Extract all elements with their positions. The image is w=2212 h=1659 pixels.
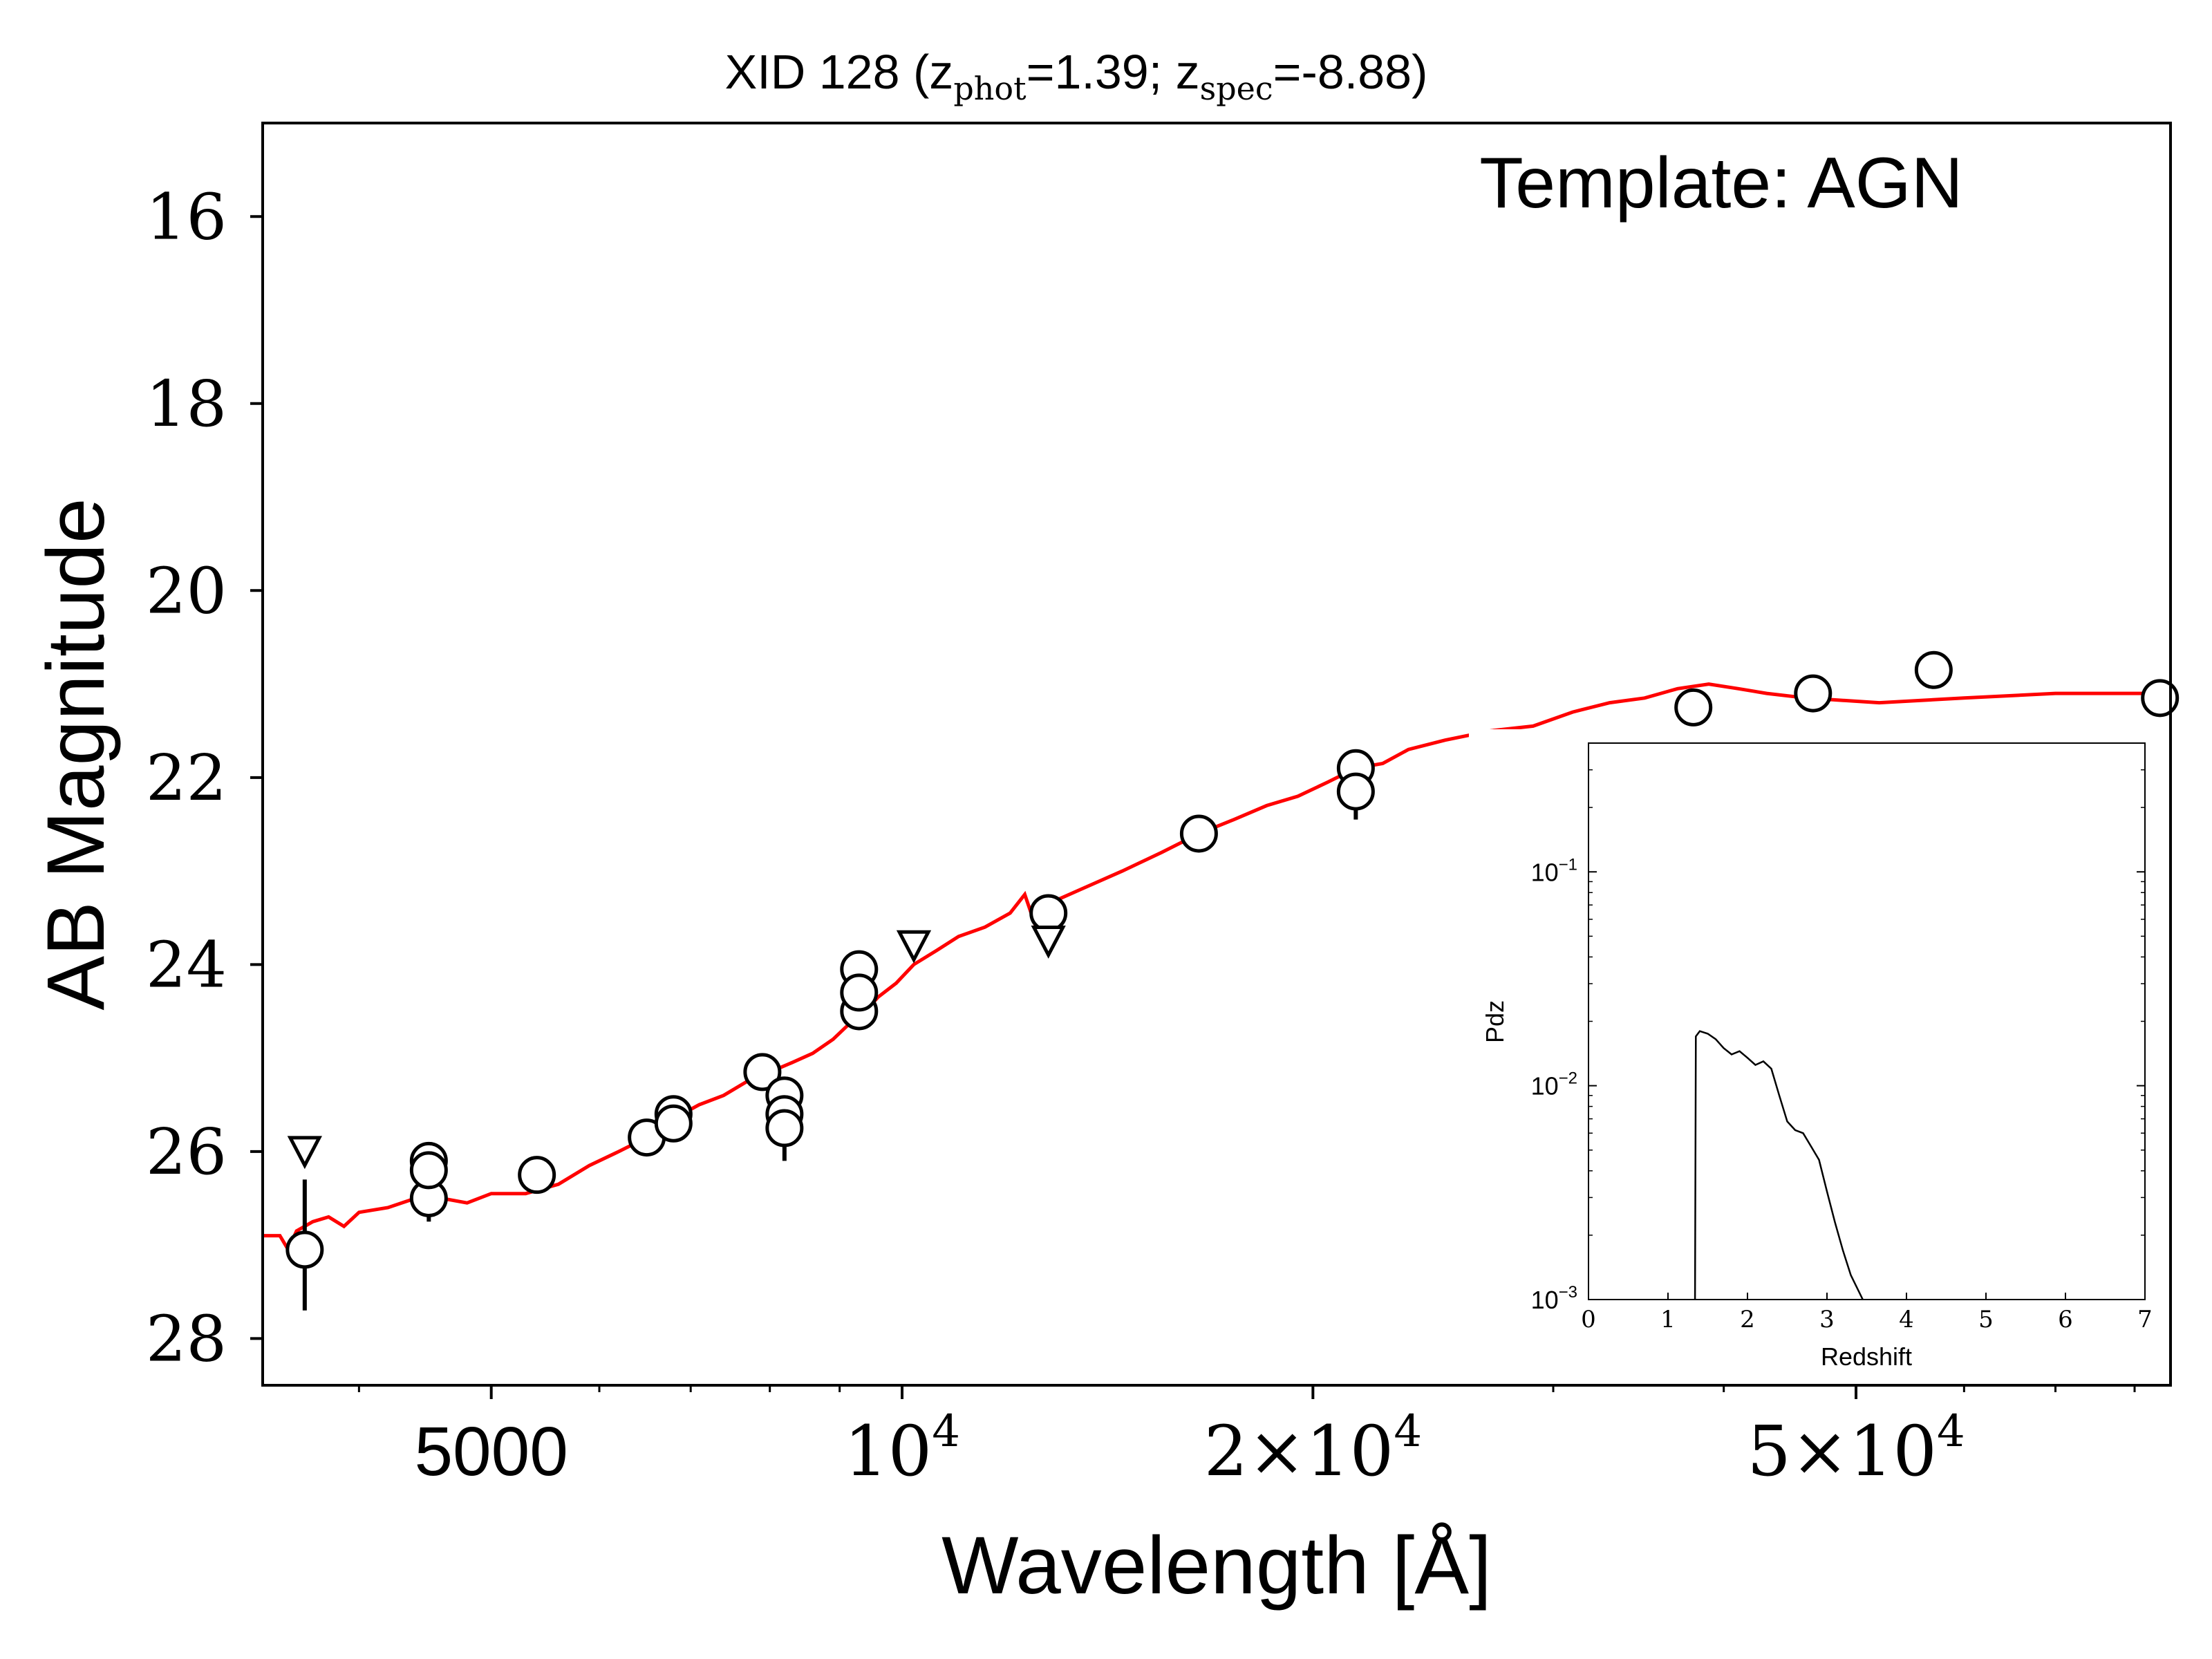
photometry-point [2141, 679, 2180, 718]
inset-x-tick-label: 0 [1581, 1306, 1596, 1333]
photometry-point [654, 1104, 693, 1143]
inset-y-tick-label: 10−3 [1531, 1283, 1577, 1314]
inset-y-tick-label: 10−2 [1531, 1069, 1577, 1100]
template-annotation: Template: AGN [1479, 143, 1962, 223]
upper-limit-marker [1031, 926, 1066, 959]
photometry-point [1914, 650, 1953, 689]
y-tick-label: 20 [146, 554, 227, 628]
x-tick-label: 5×104 [1747, 1406, 1965, 1492]
inset-y-axis-label: Pdz [1481, 1000, 1509, 1043]
inset-x-tick-label: 1 [1660, 1306, 1676, 1333]
y-tick-label: 28 [146, 1302, 227, 1376]
photometry-point [409, 1151, 448, 1190]
photometry-point [1674, 688, 1713, 727]
pdz-curve [1694, 1030, 1864, 1300]
upper-limit-marker [896, 930, 932, 964]
inset-x-tick-label: 2 [1740, 1306, 1755, 1333]
y-tick-label: 18 [146, 367, 227, 441]
photometry-point [1179, 814, 1218, 853]
inset-x-tick-label: 7 [2137, 1306, 2153, 1333]
photometry-point [1029, 894, 1068, 932]
inset-x-tick-label: 3 [1819, 1306, 1835, 1333]
photometry-point [518, 1156, 556, 1194]
inset-y-tick-label: 10−1 [1531, 855, 1577, 886]
x-tick-label: 104 [844, 1406, 960, 1492]
title-mid: =1.39; z [1027, 45, 1200, 99]
inset-background [1469, 729, 2169, 1383]
title-sub-phot: phot [953, 70, 1027, 107]
chart-title: XID 128 (zphot=1.39; zspec=-8.88) [725, 45, 1428, 107]
photometry-point [840, 973, 879, 1012]
photometry-point [1794, 674, 1833, 713]
y-tick-label: 16 [146, 180, 227, 254]
photometry-point [765, 1109, 804, 1147]
title-sub-spec: spec [1200, 70, 1273, 107]
inset-plot-axes: 0 1 2 3 4 5 6 7 10−3 10−2 10−1 [1531, 742, 2153, 1333]
x-axis-label: Wavelength [Å] [941, 1520, 1492, 1611]
photometry-point [1336, 772, 1375, 811]
inset-x-tick-label: 5 [1978, 1306, 1994, 1333]
inset-plot-marks [1694, 1030, 1864, 1300]
title-suffix: =-8.88) [1273, 45, 1428, 99]
main-plot-frame [261, 122, 2172, 1387]
photometry-point [743, 1053, 782, 1091]
title-prefix: XID 128 (z [725, 45, 954, 99]
y-tick-label: 24 [146, 928, 227, 1002]
photometry-point [285, 1230, 324, 1269]
inset-x-tick-label: 4 [1899, 1306, 1914, 1333]
main-plot-marks [263, 650, 2180, 1311]
x-tick-label: 2×104 [1204, 1406, 1422, 1492]
y-tick-label: 22 [146, 741, 227, 815]
inset-x-tick-label: 6 [2058, 1306, 2073, 1333]
y-axis-label: AB Magnitude [30, 498, 122, 1010]
inset-x-axis-label: Redshift [1821, 1342, 1912, 1371]
sed-model-line [263, 682, 2171, 1254]
upper-limit-marker [287, 1136, 322, 1170]
y-tick-label: 26 [146, 1115, 227, 1189]
x-tick-label: 5000 [414, 1413, 568, 1490]
